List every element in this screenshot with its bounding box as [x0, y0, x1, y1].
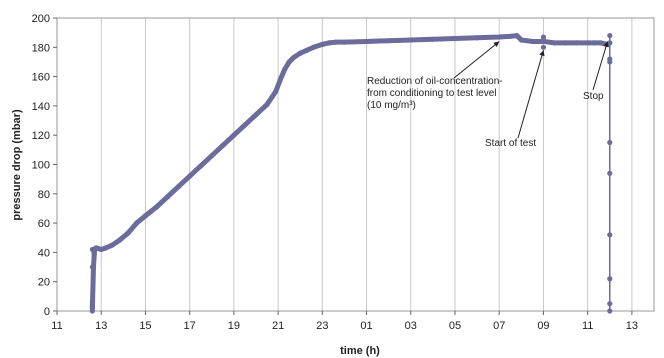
- y-tick-label: 0: [44, 306, 50, 318]
- data-point: [209, 153, 215, 159]
- data-point: [231, 132, 237, 138]
- y-tick-label: 120: [32, 130, 50, 142]
- x-tick-label: 13: [95, 320, 107, 332]
- data-point: [164, 194, 171, 200]
- y-tick-label: 160: [32, 72, 50, 84]
- x-tick-label: 21: [272, 320, 284, 332]
- data-point: [290, 54, 297, 61]
- data-point: [94, 245, 100, 251]
- annotation-text: from conditioning to test level: [367, 88, 497, 99]
- data-point: [518, 37, 524, 43]
- y-tick-label: 40: [38, 247, 50, 259]
- x-tick-label: 13: [626, 320, 638, 332]
- annotation-text: Start of test: [485, 138, 536, 149]
- data-point: [326, 40, 332, 46]
- y-axis-title: pressure drop (mbar): [11, 109, 23, 221]
- data-point: [286, 59, 292, 65]
- data-point: [562, 40, 569, 46]
- x-tick-label: 19: [228, 320, 240, 332]
- data-point: [277, 76, 283, 83]
- data-point: [116, 238, 122, 244]
- data-point: [125, 230, 131, 236]
- data-point: [540, 34, 547, 40]
- data-point: [98, 246, 104, 253]
- x-tick-label: 01: [360, 320, 372, 332]
- data-point: [176, 183, 182, 190]
- data-point: [474, 35, 480, 41]
- data-point: [496, 34, 502, 40]
- x-tick-label: 17: [184, 320, 196, 332]
- data-point: [551, 40, 558, 46]
- data-point: [220, 142, 226, 149]
- data-point: [134, 220, 140, 226]
- annotation-arrowhead: [539, 50, 545, 57]
- y-tick-label: 140: [32, 101, 50, 113]
- data-point: [253, 112, 259, 118]
- y-tick-label: 200: [32, 13, 50, 25]
- x-tick-label: 07: [493, 320, 505, 332]
- data-point: [304, 47, 310, 53]
- data-point: [363, 38, 370, 45]
- grid-lines: [56, 18, 633, 311]
- data-point: [430, 36, 436, 42]
- data-point: [282, 66, 288, 72]
- data-point: [109, 242, 115, 248]
- data-point: [242, 122, 248, 128]
- series-markers: [89, 32, 613, 314]
- data-point: [310, 44, 317, 50]
- axes: 11 13 15 17 19 21 23 01 03 05 07 09 11 13 0 20 40 60 80 100…: [32, 13, 655, 332]
- data-point: [574, 40, 580, 46]
- y-tick-label: 20: [38, 277, 50, 289]
- annotation-arrowhead: [603, 41, 609, 48]
- data-point: [153, 204, 160, 210]
- data-point: [452, 35, 458, 42]
- annotation-arrow: [517, 50, 544, 139]
- y-tick-label: 180: [32, 42, 50, 54]
- annotation-arrow: [453, 41, 500, 79]
- data-point: [187, 173, 193, 179]
- data-point: [333, 39, 339, 45]
- data-point: [297, 50, 303, 56]
- data-point: [591, 40, 597, 46]
- data-point: [273, 88, 279, 94]
- data-point: [529, 38, 535, 45]
- x-tick-label: 03: [405, 320, 417, 332]
- data-point: [540, 44, 547, 50]
- x-tick-label: 23: [316, 320, 328, 332]
- x-tick-label: 05: [449, 320, 461, 332]
- x-tick-label: 11: [51, 320, 62, 332]
- y-tick-label: 80: [38, 189, 50, 201]
- data-point: [598, 40, 604, 46]
- data-point: [507, 33, 513, 39]
- data-point: [341, 39, 348, 45]
- data-point: [408, 37, 414, 43]
- annotation-arrow: [592, 41, 609, 91]
- data-point: [142, 213, 149, 219]
- x-tick-label: 15: [139, 320, 151, 332]
- x-tick-label: 11: [582, 320, 593, 332]
- annotation-text: Reduction of oil-concentration-: [367, 76, 503, 87]
- annotation-arrowhead: [493, 41, 500, 47]
- annotations: Reduction of oil-concentration-from cond…: [367, 41, 609, 149]
- data-point: [514, 32, 520, 39]
- data-point: [386, 38, 392, 44]
- data-point: [264, 101, 270, 108]
- x-axis-title: time (h): [340, 345, 380, 357]
- data-point: [103, 245, 109, 251]
- y-tick-label: 100: [32, 160, 50, 172]
- y-tick-label: 60: [38, 218, 50, 230]
- data-point: [198, 163, 204, 169]
- data-point: [319, 41, 325, 47]
- x-tick-label: 09: [537, 320, 549, 332]
- annotation-text: (10 mg/m³): [367, 100, 416, 111]
- annotation-text: Stop: [583, 91, 604, 102]
- data-point: [585, 40, 591, 46]
